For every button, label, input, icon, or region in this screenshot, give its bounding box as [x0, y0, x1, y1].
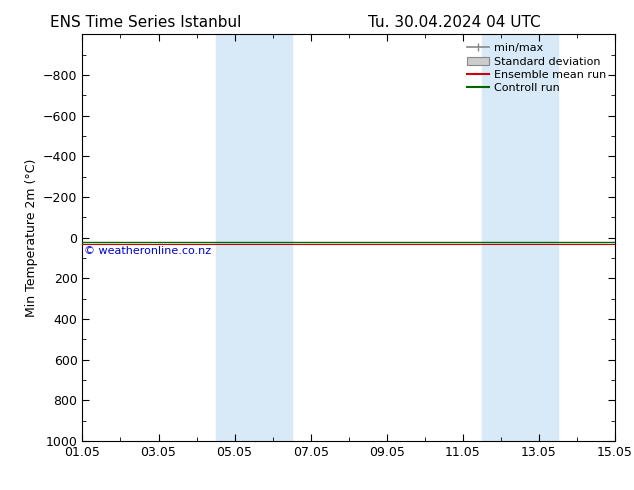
Bar [216, 34, 292, 441]
Text: Tu. 30.04.2024 04 UTC: Tu. 30.04.2024 04 UTC [368, 15, 540, 30]
Text: ENS Time Series Istanbul: ENS Time Series Istanbul [49, 15, 241, 30]
Y-axis label: Min Temperature 2m (°C): Min Temperature 2m (°C) [25, 158, 37, 317]
Bar [482, 34, 558, 441]
Text: © weatheronline.co.nz: © weatheronline.co.nz [84, 246, 212, 256]
Legend: min/max, Standard deviation, Ensemble mean run, Controll run: min/max, Standard deviation, Ensemble me… [464, 40, 609, 97]
